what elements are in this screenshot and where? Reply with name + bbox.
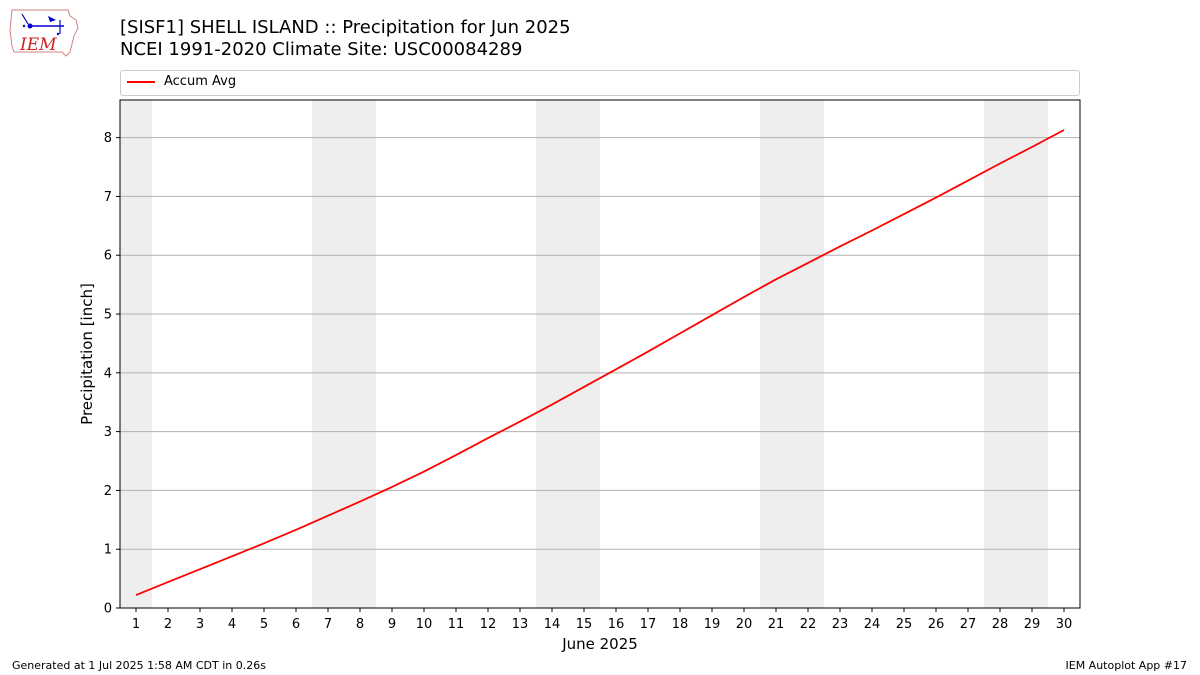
y-tick-label: 5 [104, 308, 112, 323]
x-tick-label: 14 [544, 617, 561, 632]
y-tick-label: 7 [104, 190, 112, 205]
x-tick-label: 12 [480, 617, 497, 632]
chart-title: [SISF1] SHELL ISLAND :: Precipitation fo… [120, 17, 571, 38]
x-tick-label: 27 [960, 617, 977, 632]
y-tick-label: 0 [104, 602, 112, 617]
x-axis-label: June 2025 [561, 635, 638, 653]
x-tick-label: 29 [1024, 617, 1041, 632]
x-tick-label: 23 [832, 617, 849, 632]
x-tick-label: 4 [228, 617, 236, 632]
x-tick-label: 17 [640, 617, 657, 632]
y-tick-label: 1 [104, 543, 112, 558]
y-tick-label: 3 [104, 425, 112, 440]
x-tick-label: 5 [260, 617, 268, 632]
x-tick-label: 1 [132, 617, 140, 632]
iem-logo: IEM [9, 9, 79, 57]
x-tick-label: 15 [576, 617, 593, 632]
x-tick-label: 7 [324, 617, 332, 632]
x-tick-label: 11 [448, 617, 465, 632]
y-tick-label: 2 [104, 484, 112, 499]
y-axis-label: Precipitation [inch] [78, 283, 96, 425]
x-tick-label: 16 [608, 617, 625, 632]
weekend-band [120, 100, 152, 608]
x-tick-label: 6 [292, 617, 300, 632]
plot-frame [119, 99, 1081, 609]
x-tick-label: 8 [356, 617, 364, 632]
weekend-band [984, 100, 1048, 608]
x-tick-label: 26 [928, 617, 945, 632]
y-tick-label: 6 [104, 249, 112, 264]
x-tick-label: 20 [736, 617, 753, 632]
x-tick-label: 10 [416, 617, 433, 632]
x-tick-label: 13 [512, 617, 529, 632]
x-tick-label: 18 [672, 617, 689, 632]
x-tick-label: 19 [704, 617, 721, 632]
weekend-band [760, 100, 824, 608]
y-tick-label: 8 [104, 131, 112, 146]
iem-logo-text: IEM [19, 35, 57, 55]
x-tick-label: 2 [164, 617, 172, 632]
weekend-band [312, 100, 376, 608]
x-tick-label: 9 [388, 617, 396, 632]
x-tick-label: 3 [196, 617, 204, 632]
weekend-band [536, 100, 600, 608]
chart-legend: Accum Avg [120, 70, 1080, 96]
legend-label-accum-avg: Accum Avg [164, 74, 237, 89]
footer-generated: Generated at 1 Jul 2025 1:58 AM CDT in 0… [12, 659, 266, 672]
x-tick-label: 22 [800, 617, 817, 632]
y-tick-label: 4 [104, 366, 112, 381]
iowa-outline-icon [9, 9, 79, 57]
x-tick-label: 30 [1056, 617, 1073, 632]
x-tick-label: 24 [864, 617, 881, 632]
legend-swatch-accum-avg [127, 81, 155, 83]
footer-app: IEM Autoplot App #17 [1065, 659, 1188, 672]
x-tick-label: 28 [992, 617, 1009, 632]
chart-subtitle: NCEI 1991-2020 Climate Site: USC00084289 [120, 39, 523, 60]
x-tick-label: 25 [896, 617, 913, 632]
series-line-accum-avg [135, 129, 1065, 596]
x-tick-label: 21 [768, 617, 785, 632]
